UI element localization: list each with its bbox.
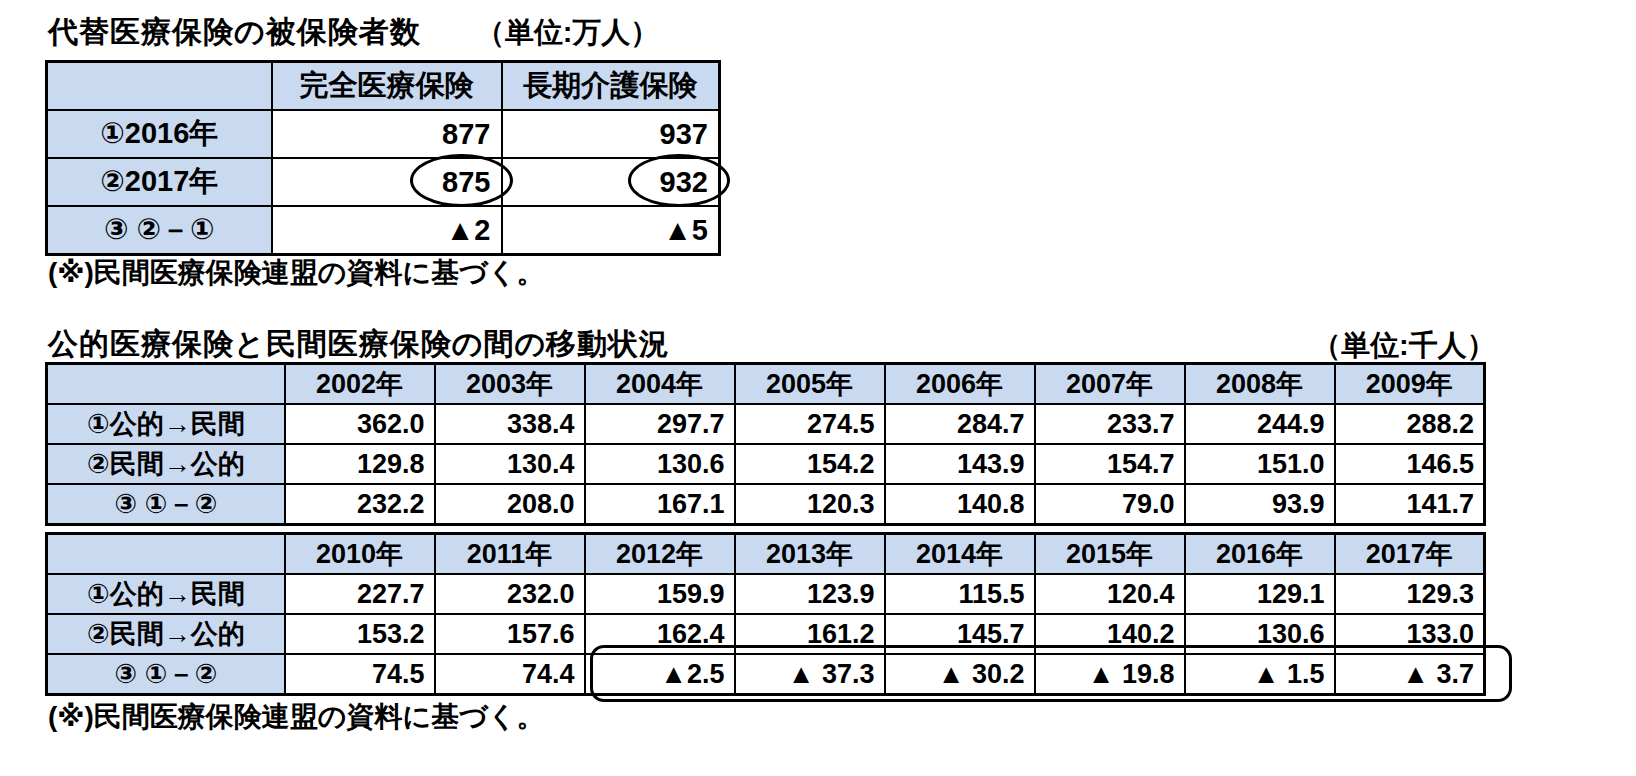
- year-header: 2011年: [435, 534, 585, 575]
- rounded-box-annotation: [590, 645, 1512, 702]
- year-header: 2016年: [1185, 534, 1335, 575]
- section2-footnote: (※)民間医療保険連盟の資料に基づく。: [48, 698, 545, 736]
- table-row: ①公的→民間 227.7 232.0 159.9 123.9 115.5 120…: [47, 574, 1485, 614]
- table-row: ①公的→民間 362.0 338.4 297.7 274.5 284.7 233…: [47, 404, 1485, 444]
- year-header: 2012年: [585, 534, 735, 575]
- year-header: 2002年: [285, 364, 435, 405]
- data-cell: 153.2: [285, 614, 435, 654]
- table-row: ②2017年 875 932: [47, 158, 720, 206]
- year-header: 2004年: [585, 364, 735, 405]
- data-cell: 143.9: [885, 444, 1035, 484]
- section1-title: 代替医療保険の被保険者数: [48, 12, 421, 53]
- data-cell: 362.0: [285, 404, 435, 444]
- section2-unit: （単位:千人）: [1312, 326, 1496, 366]
- year-header: 2006年: [885, 364, 1035, 405]
- data-cell: 74.5: [285, 654, 435, 695]
- section2-title: 公的医療保険と民間医療保険の間の移動状況: [48, 324, 670, 365]
- data-cell: 877: [272, 110, 502, 158]
- data-cell: 115.5: [885, 574, 1035, 614]
- data-cell: 233.7: [1035, 404, 1185, 444]
- data-cell: 151.0: [1185, 444, 1335, 484]
- data-cell: 284.7: [885, 404, 1035, 444]
- data-cell: 93.9: [1185, 484, 1335, 525]
- data-cell: 154.7: [1035, 444, 1185, 484]
- data-cell: 130.4: [435, 444, 585, 484]
- data-cell: 120.4: [1035, 574, 1185, 614]
- document-page: 代替医療保険の被保険者数 （単位:万人） 完全医療保険 長期介護保険 ①2016…: [0, 0, 1636, 776]
- data-cell: 141.7: [1335, 484, 1485, 525]
- table-row: ③ ①－② 232.2 208.0 167.1 120.3 140.8 79.0…: [47, 484, 1485, 525]
- data-cell: 288.2: [1335, 404, 1485, 444]
- section1-footnote: (※)民間医療保険連盟の資料に基づく。: [48, 254, 545, 292]
- row-label-cell: ③ ②－①: [47, 206, 272, 255]
- corner-cell: [47, 534, 285, 575]
- data-cell: 146.5: [1335, 444, 1485, 484]
- year-header: 2014年: [885, 534, 1035, 575]
- data-cell: 932: [502, 158, 720, 206]
- year-header: 2003年: [435, 364, 585, 405]
- data-cell: 875: [272, 158, 502, 206]
- data-cell: 123.9: [735, 574, 885, 614]
- table-header-row: 2002年 2003年 2004年 2005年 2006年 2007年 2008…: [47, 364, 1485, 405]
- row-label-cell: ③ ①－②: [47, 654, 285, 695]
- row-label-cell: ②2017年: [47, 158, 272, 206]
- data-cell: 79.0: [1035, 484, 1185, 525]
- column-header: 長期介護保険: [502, 62, 720, 111]
- section2-title-row: 公的医療保険と民間医療保険の間の移動状況: [48, 324, 670, 365]
- data-cell: 140.8: [885, 484, 1035, 525]
- year-header: 2007年: [1035, 364, 1185, 405]
- data-cell: 74.4: [435, 654, 585, 695]
- data-cell: 120.3: [735, 484, 885, 525]
- data-cell: 154.2: [735, 444, 885, 484]
- year-header: 2008年: [1185, 364, 1335, 405]
- row-label-cell: ①公的→民間: [47, 404, 285, 444]
- table-row: ②民間→公的 129.8 130.4 130.6 154.2 143.9 154…: [47, 444, 1485, 484]
- row-label-cell: ①公的→民間: [47, 574, 285, 614]
- data-cell: 159.9: [585, 574, 735, 614]
- data-cell: 129.8: [285, 444, 435, 484]
- section1-unit: （単位:万人）: [476, 13, 660, 53]
- year-header: 2005年: [735, 364, 885, 405]
- data-cell: ▲5: [502, 206, 720, 255]
- substitute-insurance-table: 完全医療保険 長期介護保険 ①2016年 877 937 ②2017年 875 …: [45, 60, 721, 256]
- row-label-cell: ③ ①－②: [47, 484, 285, 525]
- data-cell: ▲2: [272, 206, 502, 255]
- data-cell: 130.6: [585, 444, 735, 484]
- data-cell: 232.2: [285, 484, 435, 525]
- table-row: ③ ②－① ▲2 ▲5: [47, 206, 720, 255]
- data-cell: 232.0: [435, 574, 585, 614]
- table-header-row: 2010年 2011年 2012年 2013年 2014年 2015年 2016…: [47, 534, 1485, 575]
- data-cell: 244.9: [1185, 404, 1335, 444]
- data-cell: 297.7: [585, 404, 735, 444]
- table-row: ①2016年 877 937: [47, 110, 720, 158]
- row-label-cell: ①2016年: [47, 110, 272, 158]
- circled-value: 875: [442, 166, 490, 198]
- row-label-cell: ②民間→公的: [47, 614, 285, 654]
- column-header: 完全医療保険: [272, 62, 502, 111]
- data-cell: 937: [502, 110, 720, 158]
- year-header: 2010年: [285, 534, 435, 575]
- table-header-row: 完全医療保険 長期介護保険: [47, 62, 720, 111]
- data-cell: 167.1: [585, 484, 735, 525]
- corner-cell: [47, 364, 285, 405]
- year-header: 2015年: [1035, 534, 1185, 575]
- section2-unit-row: （単位:千人）: [1312, 326, 1496, 366]
- data-cell: 129.1: [1185, 574, 1335, 614]
- year-header: 2017年: [1335, 534, 1485, 575]
- data-cell: 338.4: [435, 404, 585, 444]
- corner-cell: [47, 62, 272, 111]
- data-cell: 227.7: [285, 574, 435, 614]
- circled-value: 932: [660, 166, 708, 198]
- data-cell: 129.3: [1335, 574, 1485, 614]
- year-header: 2013年: [735, 534, 885, 575]
- section1-title-row: 代替医療保険の被保険者数 （単位:万人）: [48, 12, 659, 53]
- data-cell: 274.5: [735, 404, 885, 444]
- year-header: 2009年: [1335, 364, 1485, 405]
- data-cell: 208.0: [435, 484, 585, 525]
- data-cell: 157.6: [435, 614, 585, 654]
- row-label-cell: ②民間→公的: [47, 444, 285, 484]
- migration-table-2002-2009: 2002年 2003年 2004年 2005年 2006年 2007年 2008…: [45, 362, 1486, 526]
